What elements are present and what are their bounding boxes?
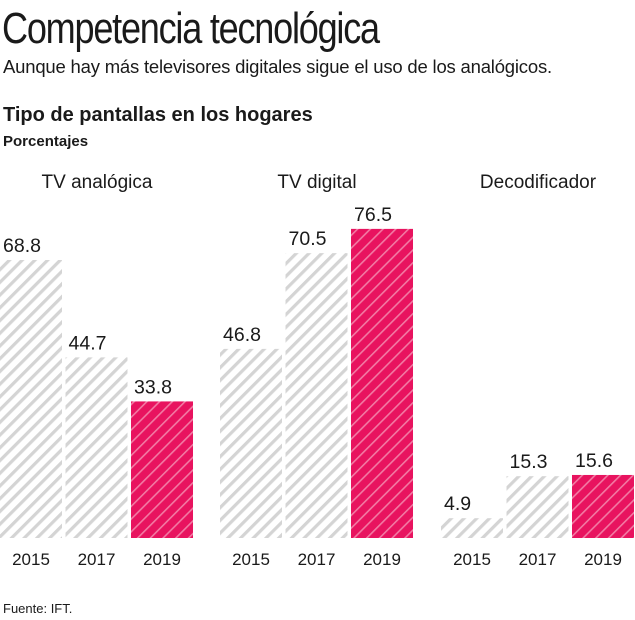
group-label: TV digital xyxy=(277,172,356,193)
bar-2017 xyxy=(506,476,569,538)
year-label: 2015 xyxy=(453,550,491,569)
value-label: 76.5 xyxy=(354,204,392,226)
source-note: Fuente: IFT. xyxy=(3,601,73,616)
bar-2015 xyxy=(441,518,503,538)
year-label: 2019 xyxy=(363,550,401,569)
value-label: 70.5 xyxy=(289,228,327,250)
value-label: 44.7 xyxy=(69,332,107,354)
year-label: 2015 xyxy=(12,550,50,569)
units-label: Porcentajes xyxy=(3,133,89,150)
value-label: 15.3 xyxy=(510,451,548,473)
bar-2019 xyxy=(351,228,413,538)
bar-2017 xyxy=(285,253,348,539)
section-title: Tipo de pantallas en los hogares xyxy=(3,104,313,126)
value-label: 68.8 xyxy=(3,235,41,257)
value-label: 33.8 xyxy=(134,376,172,398)
year-label: 2017 xyxy=(298,550,336,569)
group-label: Decodificador xyxy=(480,172,597,193)
year-label: 2017 xyxy=(78,550,116,569)
bar-2015 xyxy=(0,260,62,538)
chart-subtitle: Aunque hay más televisores digitales sig… xyxy=(3,56,552,77)
group-label: TV analógica xyxy=(42,172,153,193)
bar-2015 xyxy=(220,348,282,538)
value-label: 46.8 xyxy=(223,324,261,346)
value-label: 15.6 xyxy=(575,450,613,472)
bar-2019 xyxy=(131,401,193,538)
year-label: 2019 xyxy=(584,550,622,569)
chart-title: Competencia tecnológica xyxy=(2,4,380,53)
value-label: 4.9 xyxy=(444,493,471,515)
bar-2017 xyxy=(65,357,128,538)
year-label: 2015 xyxy=(232,550,270,569)
year-label: 2017 xyxy=(519,550,557,569)
year-label: 2019 xyxy=(143,550,181,569)
bar-2019 xyxy=(572,474,634,538)
